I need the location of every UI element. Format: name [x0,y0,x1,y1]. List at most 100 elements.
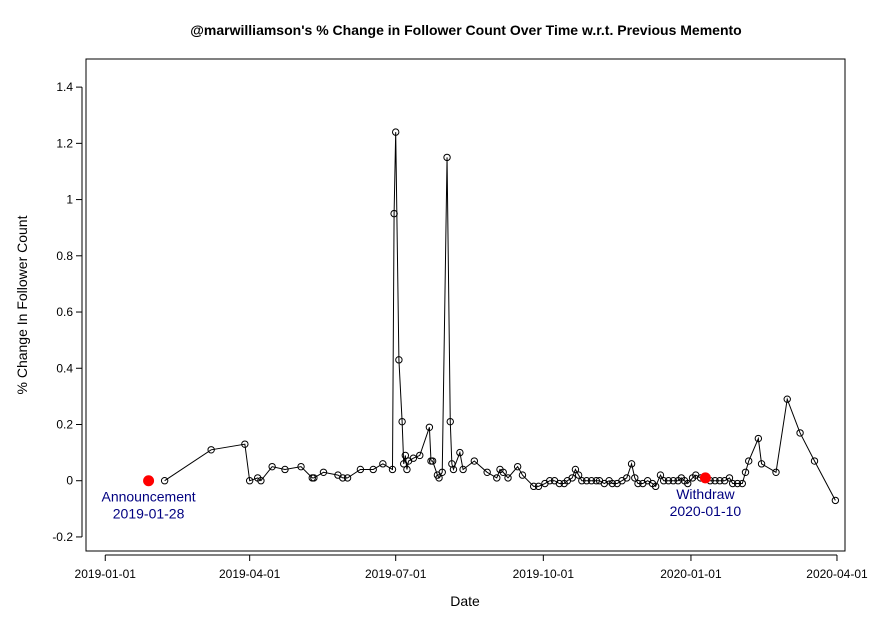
highlight-point [143,475,155,487]
data-point [571,465,580,474]
data-point [783,395,791,403]
data-point [608,479,617,488]
y-tick-label: 0 [66,474,73,488]
data-point [403,465,411,474]
data-point [546,477,554,485]
data-point [504,474,512,482]
x-tick-label: 2019-01-01 [75,567,137,581]
x-tick-label: 2020-01-01 [660,567,722,581]
data-point [310,474,318,482]
data-point [435,474,443,482]
y-tick-label: 0.2 [56,417,73,431]
data-point [754,434,763,443]
data-point [518,471,527,479]
data-point [741,468,750,476]
data-point [245,477,254,485]
data-point [592,477,600,485]
data-point [578,477,586,485]
data-point [425,423,434,431]
y-tick-label: 1.2 [56,136,73,150]
data-point [796,429,804,437]
data-point [582,477,591,485]
annotation-label: Announcement [101,489,195,505]
data-point [728,479,737,488]
y-tick-label: -0.2 [52,530,73,544]
data-point [446,417,454,426]
annotation-date: 2019-01-28 [113,506,185,522]
data-point [428,457,437,465]
data-point [369,465,377,474]
data-point [459,465,467,474]
data-point [711,477,719,485]
data-point [398,417,406,426]
data-point [587,477,596,485]
annotation-label: Withdraw [676,486,735,502]
data-point [772,468,780,476]
data-point [470,457,479,465]
series-line [164,132,836,501]
x-axis: 2019-01-01 2019-04-01 2019-07-01 2019-10-01… [75,554,868,581]
data-point [356,465,365,474]
plot-frame [85,58,846,552]
data-point [631,474,639,482]
data-point [627,460,636,468]
data-point [745,457,753,465]
data-point [651,482,660,491]
data-point [493,474,501,482]
data-point [568,474,576,482]
x-tick-label: 2020-04-01 [806,567,868,581]
x-tick-label: 2019-10-01 [513,567,575,581]
data-point [733,479,742,488]
data-point [623,474,631,482]
data-point [207,446,215,454]
data-point [395,356,403,364]
data-point [738,479,747,488]
y-tick-label: 0.4 [56,361,73,375]
data-point [669,477,678,485]
data-point [391,128,400,136]
series-layer [160,128,840,505]
y-axis: -0.2 0 0.2 0.4 0.6 0.8 1 1.2 1.4 [52,80,83,544]
data-point [656,471,665,479]
data-point [443,153,451,162]
data-point [297,462,305,471]
data-point [339,474,347,482]
data-point [257,477,265,485]
data-point [810,457,819,465]
data-point [409,454,418,462]
y-tick-label: 1 [66,193,73,207]
data-point [388,465,397,474]
data-point [390,209,398,218]
data-point [684,479,692,488]
x-axis-label: Date [450,593,480,609]
data-point [379,460,387,468]
data-point [513,462,522,471]
data-point [241,440,249,448]
data-point [319,468,328,476]
data-point [281,465,289,474]
y-tick-label: 1.4 [56,80,73,94]
data-point [757,460,766,468]
data-point [449,465,458,474]
data-point [416,451,424,460]
data-point [529,482,538,491]
data-point [268,462,276,471]
y-tick-label: 0.6 [56,305,73,319]
x-tick-label: 2019-07-01 [365,567,427,581]
data-point [725,474,734,482]
data-point [499,468,507,476]
data-point [634,479,642,488]
data-point [555,479,564,488]
data-point [716,477,724,485]
chart-title: @marwilliamson's % Change in Follower Co… [190,22,741,38]
y-axis-label: % Change In Follower Count [14,215,30,394]
data-point [831,496,840,505]
data-point [456,448,464,457]
data-point [160,477,169,485]
data-point [438,468,446,476]
y-tick-label: 0.8 [56,249,73,263]
data-point [664,477,673,485]
